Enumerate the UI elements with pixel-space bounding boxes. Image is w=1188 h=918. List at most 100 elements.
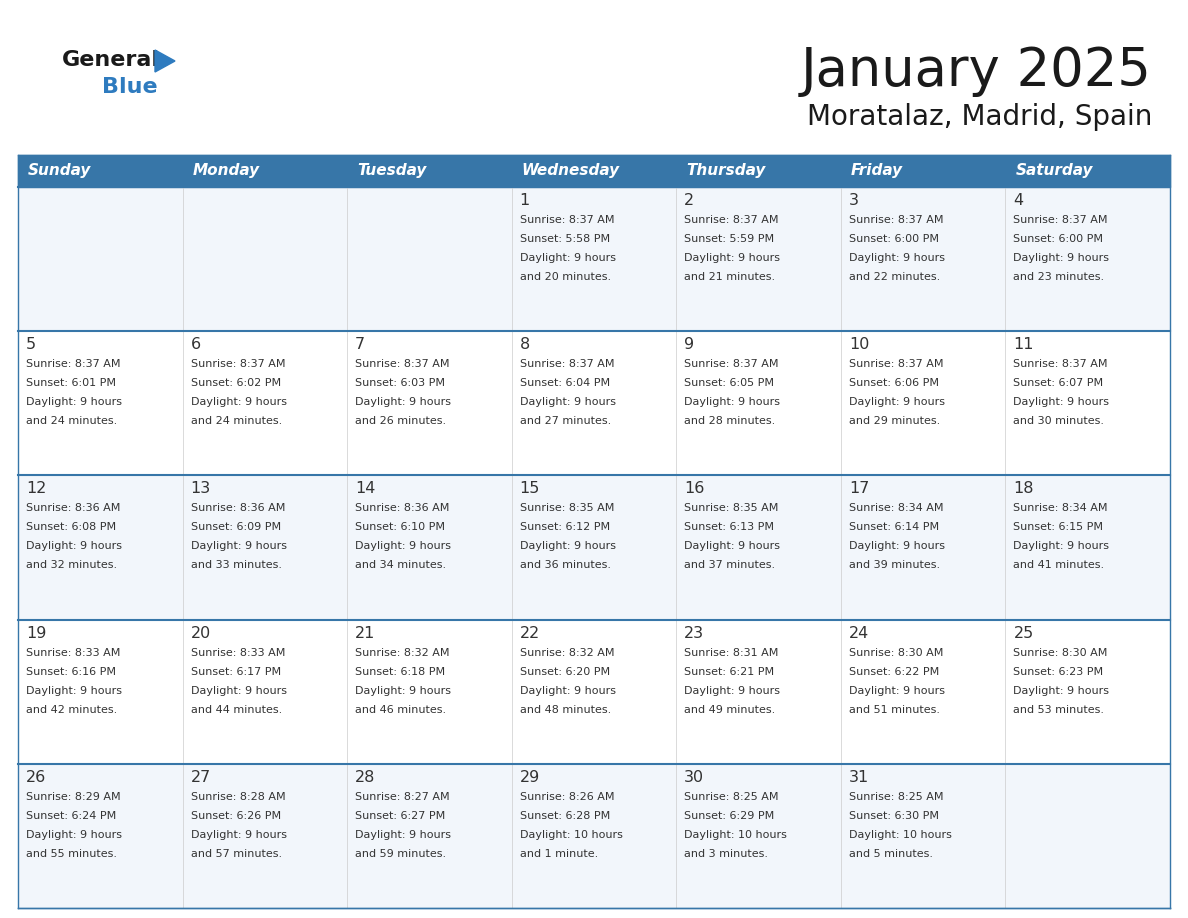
Bar — [18, 620, 1170, 764]
Text: and 28 minutes.: and 28 minutes. — [684, 416, 776, 426]
Text: Sunrise: 8:36 AM: Sunrise: 8:36 AM — [355, 503, 449, 513]
Text: 25: 25 — [1013, 625, 1034, 641]
Text: Sunrise: 8:32 AM: Sunrise: 8:32 AM — [519, 647, 614, 657]
Text: Monday: Monday — [192, 163, 260, 178]
Text: Sunset: 6:04 PM: Sunset: 6:04 PM — [519, 378, 609, 388]
Text: Sunrise: 8:37 AM: Sunrise: 8:37 AM — [190, 359, 285, 369]
Text: Sunset: 6:24 PM: Sunset: 6:24 PM — [26, 811, 116, 821]
Text: Sunset: 6:08 PM: Sunset: 6:08 PM — [26, 522, 116, 532]
Text: Sunrise: 8:26 AM: Sunrise: 8:26 AM — [519, 792, 614, 801]
Text: Daylight: 9 hours: Daylight: 9 hours — [684, 253, 781, 263]
Text: and 24 minutes.: and 24 minutes. — [26, 416, 118, 426]
Text: and 37 minutes.: and 37 minutes. — [684, 560, 776, 570]
Text: Sunrise: 8:25 AM: Sunrise: 8:25 AM — [849, 792, 943, 801]
Text: Daylight: 9 hours: Daylight: 9 hours — [849, 397, 944, 408]
Text: Sunset: 5:58 PM: Sunset: 5:58 PM — [519, 234, 609, 244]
Text: Sunset: 6:06 PM: Sunset: 6:06 PM — [849, 378, 939, 388]
Text: Daylight: 9 hours: Daylight: 9 hours — [26, 542, 122, 552]
Text: and 59 minutes.: and 59 minutes. — [355, 849, 447, 859]
Text: Daylight: 9 hours: Daylight: 9 hours — [190, 686, 286, 696]
Text: and 20 minutes.: and 20 minutes. — [519, 272, 611, 282]
Text: 20: 20 — [190, 625, 210, 641]
Text: 1: 1 — [519, 193, 530, 208]
Text: Sunrise: 8:37 AM: Sunrise: 8:37 AM — [355, 359, 449, 369]
Text: Daylight: 10 hours: Daylight: 10 hours — [684, 830, 788, 840]
Text: 8: 8 — [519, 337, 530, 353]
Text: and 53 minutes.: and 53 minutes. — [1013, 705, 1105, 714]
Text: Sunset: 6:12 PM: Sunset: 6:12 PM — [519, 522, 609, 532]
Text: 21: 21 — [355, 625, 375, 641]
Text: 19: 19 — [26, 625, 46, 641]
Text: Sunrise: 8:31 AM: Sunrise: 8:31 AM — [684, 647, 778, 657]
Text: Daylight: 9 hours: Daylight: 9 hours — [1013, 542, 1110, 552]
Text: and 21 minutes.: and 21 minutes. — [684, 272, 776, 282]
Text: Sunrise: 8:32 AM: Sunrise: 8:32 AM — [355, 647, 449, 657]
Text: Sunrise: 8:30 AM: Sunrise: 8:30 AM — [849, 647, 943, 657]
Text: Sunset: 6:15 PM: Sunset: 6:15 PM — [1013, 522, 1104, 532]
Text: Wednesday: Wednesday — [522, 163, 620, 178]
Text: 12: 12 — [26, 481, 46, 497]
Text: Sunrise: 8:33 AM: Sunrise: 8:33 AM — [26, 647, 120, 657]
Text: Sunset: 6:16 PM: Sunset: 6:16 PM — [26, 666, 116, 677]
Text: 30: 30 — [684, 770, 704, 785]
Text: and 46 minutes.: and 46 minutes. — [355, 705, 447, 714]
Text: and 42 minutes.: and 42 minutes. — [26, 705, 118, 714]
Text: and 3 minutes.: and 3 minutes. — [684, 849, 769, 859]
Text: Sunset: 6:03 PM: Sunset: 6:03 PM — [355, 378, 446, 388]
Text: Thursday: Thursday — [687, 163, 765, 178]
Text: General: General — [62, 50, 160, 70]
Text: Sunset: 6:13 PM: Sunset: 6:13 PM — [684, 522, 775, 532]
Text: 31: 31 — [849, 770, 870, 785]
Text: 24: 24 — [849, 625, 870, 641]
Text: Sunset: 6:21 PM: Sunset: 6:21 PM — [684, 666, 775, 677]
Text: 27: 27 — [190, 770, 210, 785]
Text: Sunrise: 8:37 AM: Sunrise: 8:37 AM — [26, 359, 120, 369]
Text: Daylight: 9 hours: Daylight: 9 hours — [1013, 253, 1110, 263]
Text: 3: 3 — [849, 193, 859, 208]
Text: January 2025: January 2025 — [801, 45, 1152, 97]
Text: Sunset: 6:00 PM: Sunset: 6:00 PM — [849, 234, 939, 244]
Text: Daylight: 9 hours: Daylight: 9 hours — [519, 397, 615, 408]
Text: and 27 minutes.: and 27 minutes. — [519, 416, 611, 426]
Text: Sunset: 6:05 PM: Sunset: 6:05 PM — [684, 378, 775, 388]
Text: Sunrise: 8:36 AM: Sunrise: 8:36 AM — [190, 503, 285, 513]
Text: 11: 11 — [1013, 337, 1034, 353]
Text: Daylight: 9 hours: Daylight: 9 hours — [849, 686, 944, 696]
Text: Sunrise: 8:37 AM: Sunrise: 8:37 AM — [519, 215, 614, 225]
Text: Daylight: 9 hours: Daylight: 9 hours — [26, 686, 122, 696]
Text: Daylight: 9 hours: Daylight: 9 hours — [519, 253, 615, 263]
Text: 7: 7 — [355, 337, 365, 353]
Bar — [18, 155, 1170, 187]
Text: and 22 minutes.: and 22 minutes. — [849, 272, 940, 282]
Text: Saturday: Saturday — [1016, 163, 1093, 178]
Text: 9: 9 — [684, 337, 695, 353]
Text: Daylight: 9 hours: Daylight: 9 hours — [190, 397, 286, 408]
Text: and 24 minutes.: and 24 minutes. — [190, 416, 282, 426]
Text: Sunset: 6:23 PM: Sunset: 6:23 PM — [1013, 666, 1104, 677]
Text: Sunrise: 8:29 AM: Sunrise: 8:29 AM — [26, 792, 121, 801]
Text: Sunday: Sunday — [29, 163, 91, 178]
Polygon shape — [154, 50, 175, 72]
Text: Sunset: 6:29 PM: Sunset: 6:29 PM — [684, 811, 775, 821]
Text: and 29 minutes.: and 29 minutes. — [849, 416, 940, 426]
Text: Sunset: 6:07 PM: Sunset: 6:07 PM — [1013, 378, 1104, 388]
Text: Sunset: 6:09 PM: Sunset: 6:09 PM — [190, 522, 280, 532]
Text: 17: 17 — [849, 481, 870, 497]
Text: Daylight: 10 hours: Daylight: 10 hours — [849, 830, 952, 840]
Text: Daylight: 9 hours: Daylight: 9 hours — [1013, 686, 1110, 696]
Text: Sunset: 6:02 PM: Sunset: 6:02 PM — [190, 378, 280, 388]
Text: and 32 minutes.: and 32 minutes. — [26, 560, 118, 570]
Text: 2: 2 — [684, 193, 695, 208]
Text: Sunset: 6:27 PM: Sunset: 6:27 PM — [355, 811, 446, 821]
Text: Sunset: 6:14 PM: Sunset: 6:14 PM — [849, 522, 939, 532]
Text: Sunset: 6:18 PM: Sunset: 6:18 PM — [355, 666, 446, 677]
Text: Sunrise: 8:35 AM: Sunrise: 8:35 AM — [519, 503, 614, 513]
Text: Sunset: 6:10 PM: Sunset: 6:10 PM — [355, 522, 446, 532]
Text: 4: 4 — [1013, 193, 1024, 208]
Text: and 1 minute.: and 1 minute. — [519, 849, 598, 859]
Text: Daylight: 9 hours: Daylight: 9 hours — [684, 397, 781, 408]
Text: Daylight: 9 hours: Daylight: 9 hours — [355, 686, 451, 696]
Text: Sunrise: 8:25 AM: Sunrise: 8:25 AM — [684, 792, 779, 801]
Text: 13: 13 — [190, 481, 210, 497]
Text: 14: 14 — [355, 481, 375, 497]
